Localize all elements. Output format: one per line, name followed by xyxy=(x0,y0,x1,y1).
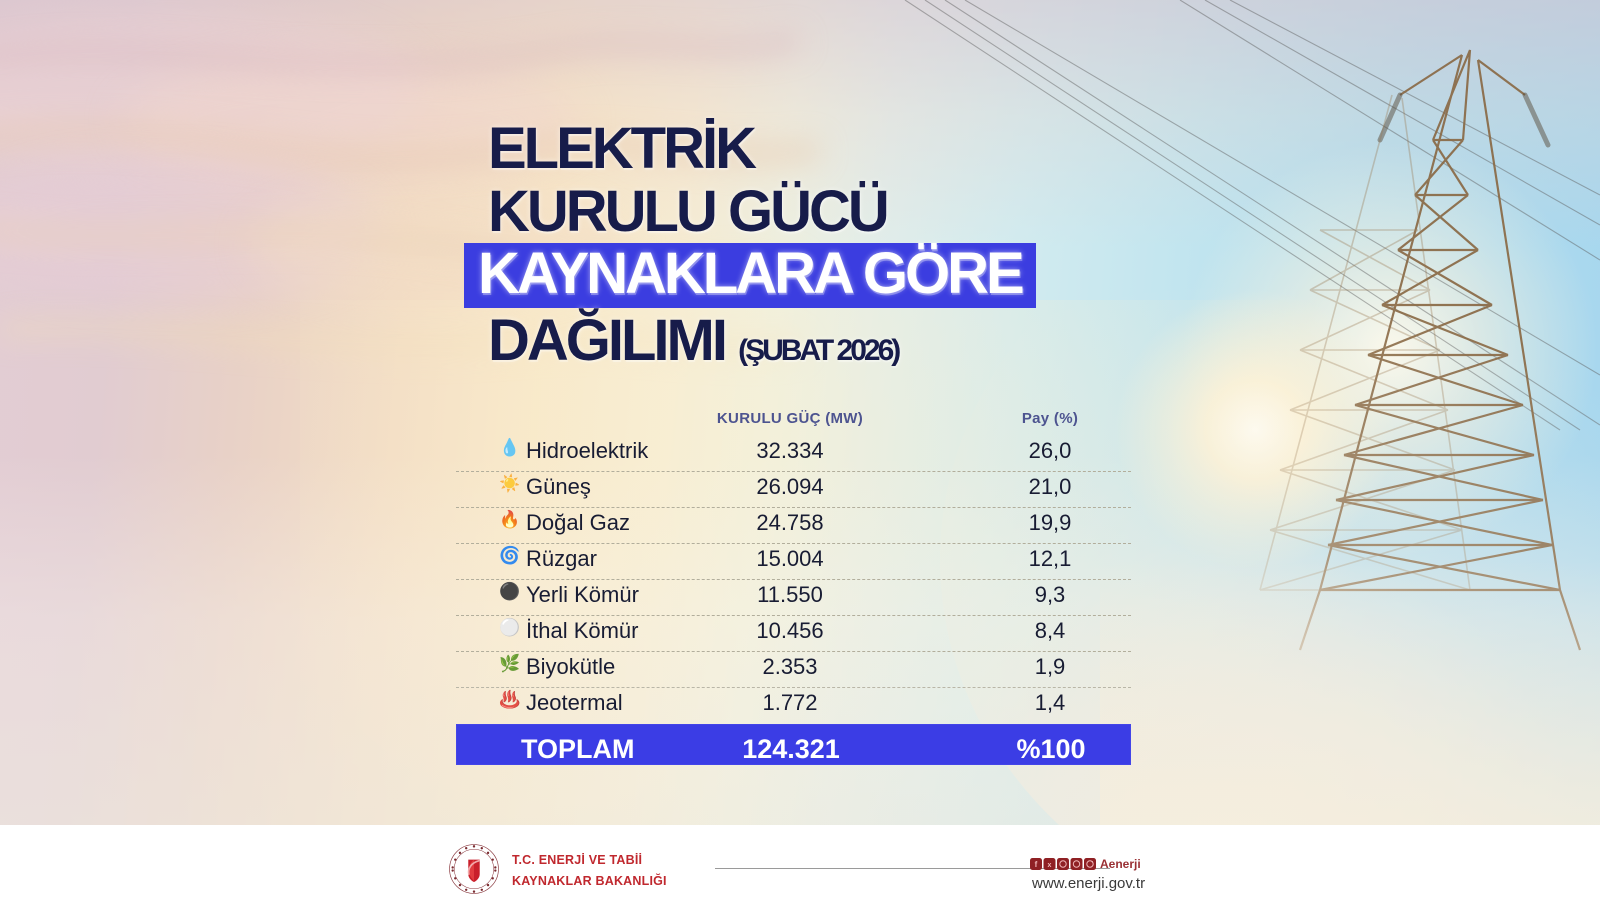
svg-text:Aenerji: Aenerji xyxy=(1100,858,1141,871)
svg-text:x: x xyxy=(1048,862,1052,869)
svg-text:f: f xyxy=(1035,860,1038,869)
